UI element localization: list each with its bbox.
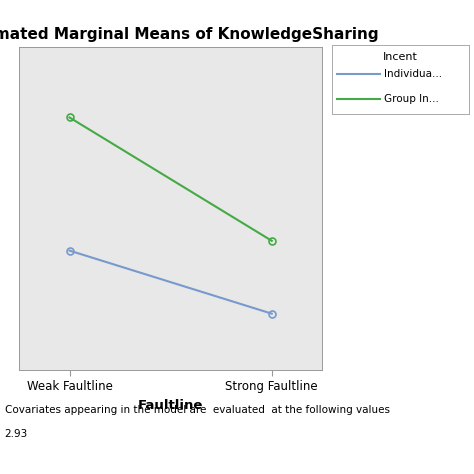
Text: Covariates appearing in the model are  evaluated  at the following values: Covariates appearing in the model are ev… bbox=[5, 405, 390, 415]
X-axis label: Faultline: Faultline bbox=[138, 399, 203, 412]
Text: Incent: Incent bbox=[383, 52, 418, 62]
Title: Estimated Marginal Means of KnowledgeSharing: Estimated Marginal Means of KnowledgeSha… bbox=[0, 27, 379, 42]
Text: 2.93: 2.93 bbox=[5, 429, 28, 439]
Text: Group In...: Group In... bbox=[384, 94, 439, 104]
Text: Individua...: Individua... bbox=[384, 69, 442, 79]
